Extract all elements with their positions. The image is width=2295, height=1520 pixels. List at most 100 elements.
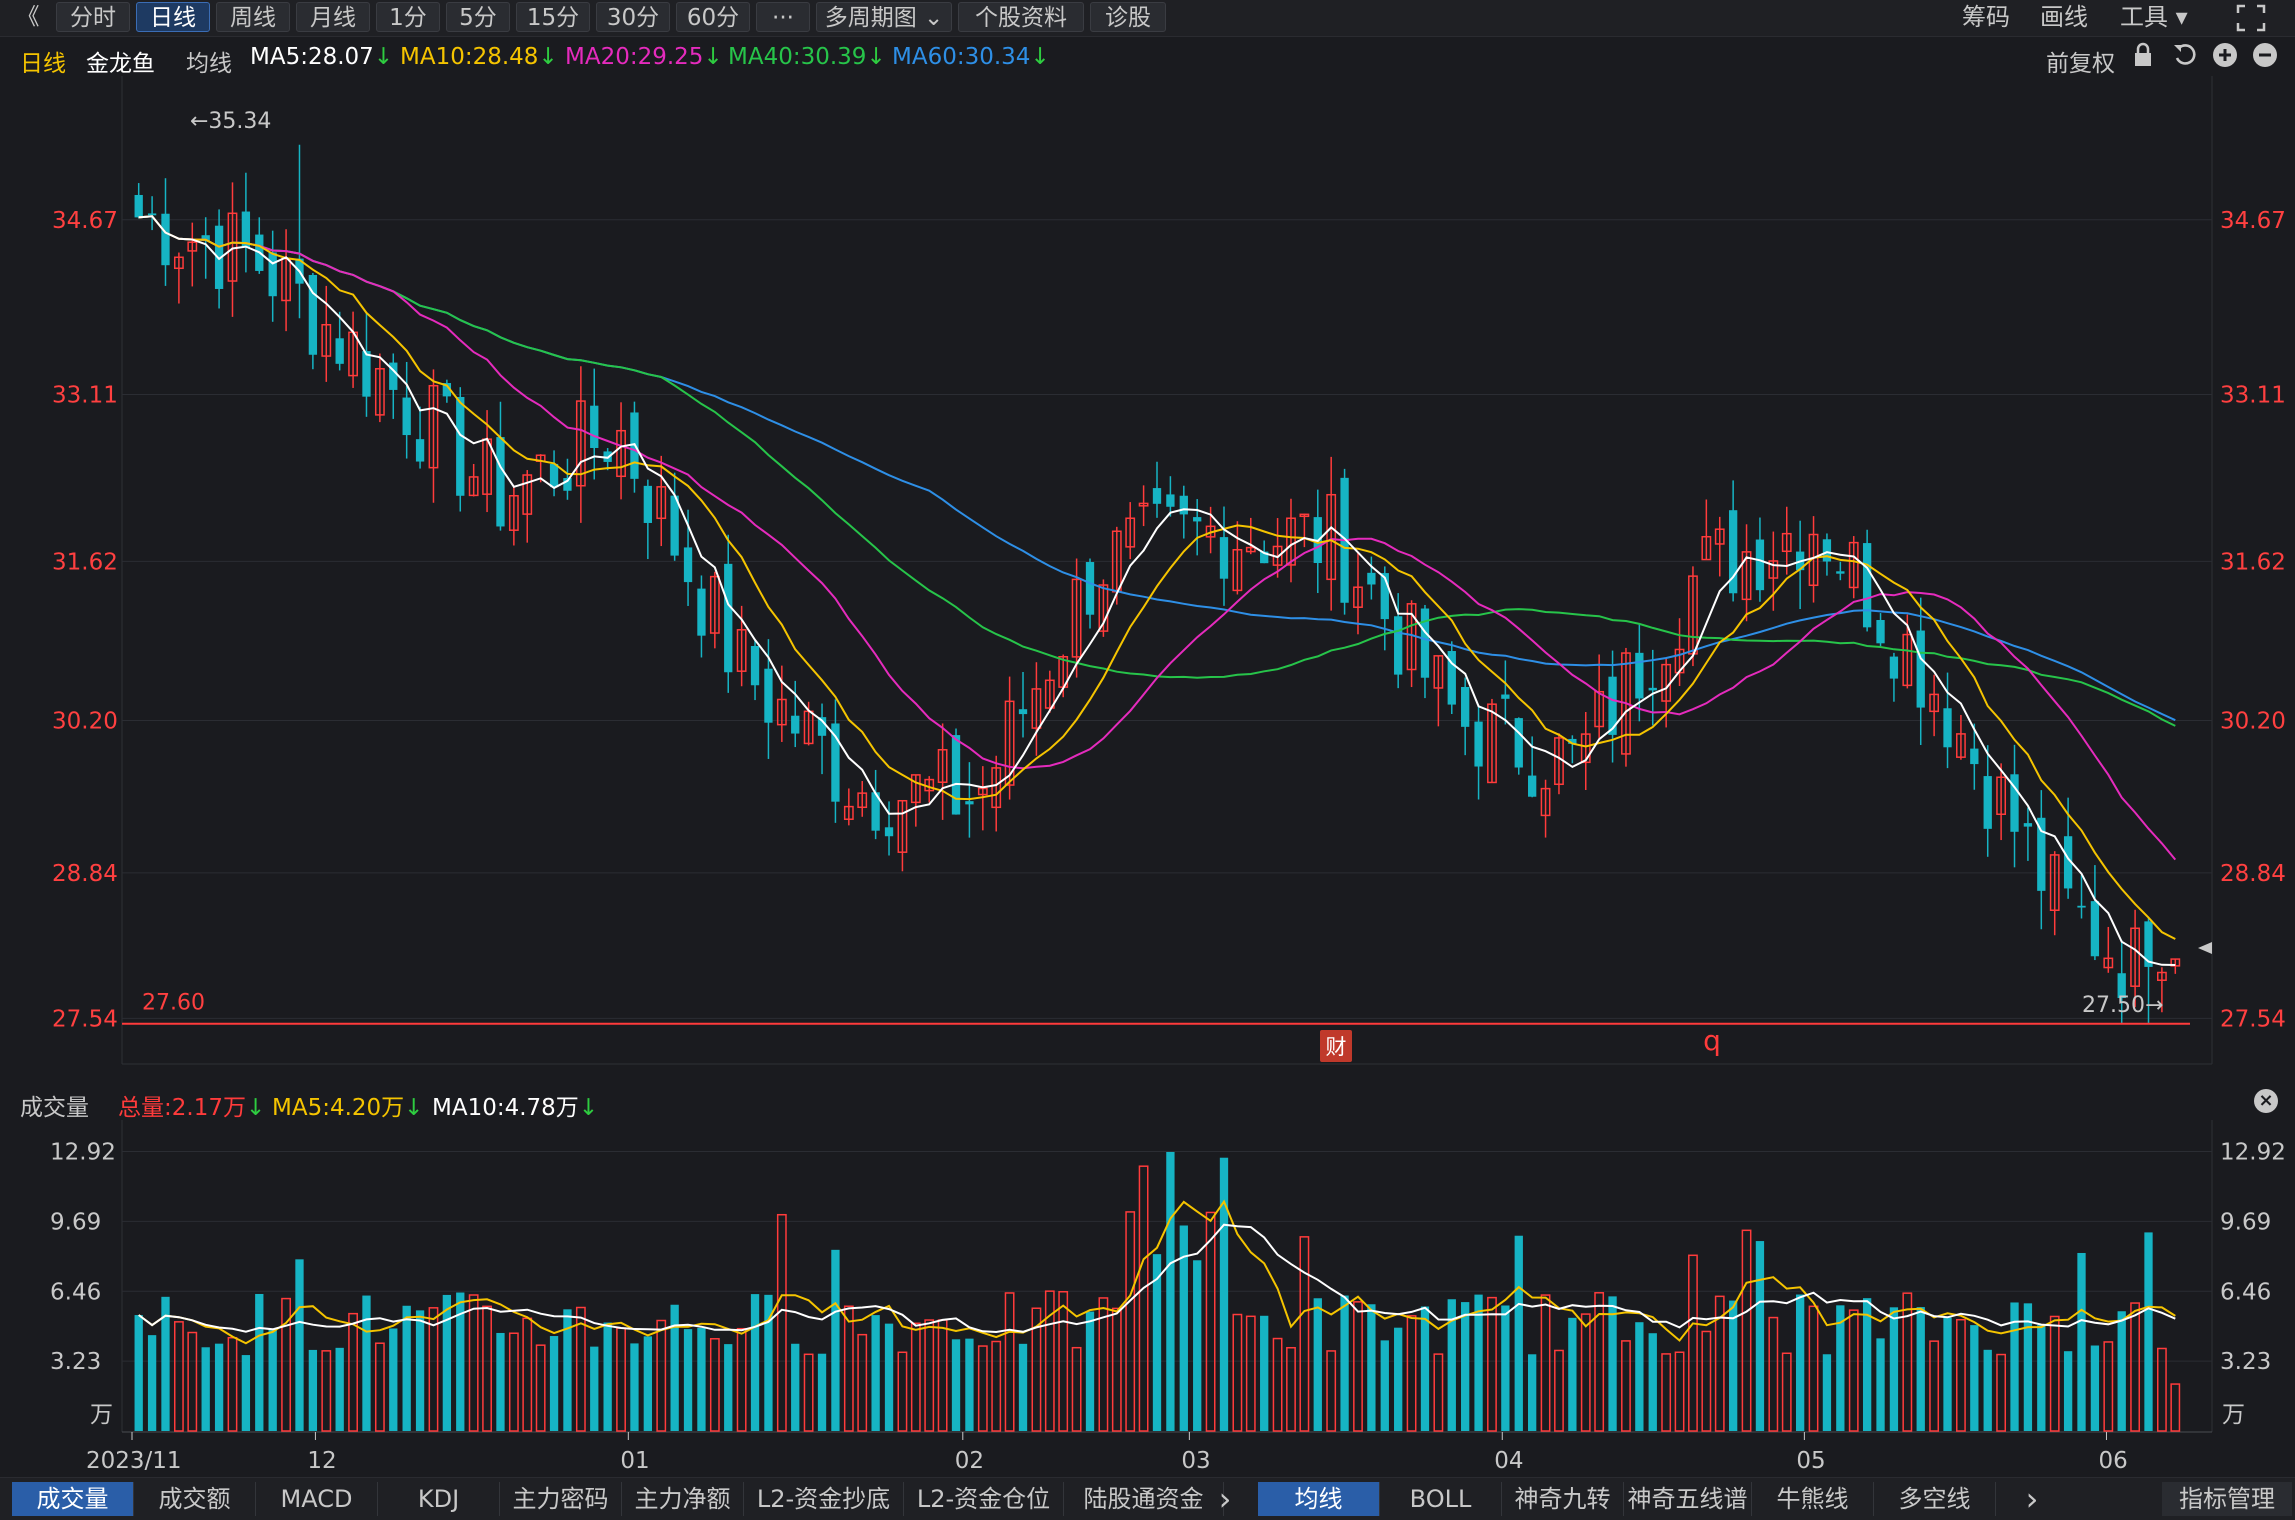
lock-icon[interactable] <box>2132 42 2154 74</box>
overlay-tab-4[interactable]: 牛熊线 <box>1752 1482 1874 1516</box>
volume-bar <box>1166 1151 1175 1431</box>
indicator-tab-1[interactable]: 成交额 <box>134 1482 256 1516</box>
indicator-tab-4[interactable]: 主力密码 <box>500 1482 622 1516</box>
indicator-tab-bar: 成交量 成交额 MACD KDJ 主力密码 主力净额 L2-资金抄底 L2-资金仓位 陆股通资金… <box>0 1477 2295 1520</box>
tab-4[interactable]: 1分 <box>376 2 440 32</box>
candle-body <box>575 400 586 487</box>
candle <box>575 366 586 523</box>
volume-bar <box>656 1319 667 1432</box>
volume-bar <box>2010 1302 2019 1431</box>
tab-12[interactable]: 诊股 <box>1090 2 1166 32</box>
volume-bar <box>803 1353 814 1432</box>
overlay-tab-2[interactable]: 神奇九转 <box>1502 1482 1624 1516</box>
chevron-right-icon[interactable]: › <box>2025 1480 2039 1518</box>
volume-bar <box>750 1294 760 1431</box>
ma-label[interactable]: 均线 <box>186 51 232 77</box>
candle-body <box>1098 584 1109 632</box>
tab-0[interactable]: 分时 <box>56 2 130 32</box>
tab-2[interactable]: 周线 <box>216 2 290 32</box>
restore-rights-button[interactable]: 前复权 <box>2046 51 2115 77</box>
chevron-left-icon[interactable]: 《 <box>16 4 40 30</box>
volume-bar <box>1260 1315 1269 1431</box>
overlay-tab-1[interactable]: BOLL <box>1380 1482 1502 1516</box>
tab-8[interactable]: 60分 <box>676 2 750 32</box>
candle-body <box>389 362 398 390</box>
candle-body <box>134 194 143 218</box>
volume-bar <box>389 1328 398 1431</box>
candle <box>456 387 465 512</box>
candle-body <box>2117 973 2126 999</box>
volume-bar <box>1394 1327 1403 1431</box>
volume-ma10-line <box>138 1223 2176 1334</box>
undo-icon[interactable] <box>2172 42 2198 74</box>
indicator-tab-7[interactable]: L2-资金仓位 <box>904 1482 1064 1516</box>
tab-5[interactable]: 5分 <box>446 2 510 32</box>
tab-11[interactable]: 个股资料 <box>958 2 1084 32</box>
ma40-line <box>138 215 2176 727</box>
toolbar-right-1[interactable]: 画线 <box>2040 3 2088 31</box>
down-arrow-icon: ↓ <box>866 44 886 70</box>
stock-name[interactable]: 金龙鱼 <box>86 51 155 77</box>
fullscreen-icon[interactable] <box>2236 4 2266 34</box>
candle-body <box>187 241 198 252</box>
ma5-value: MA5:28.07↓ <box>250 44 393 70</box>
candle-body <box>1260 551 1269 564</box>
tab-6[interactable]: 15分 <box>516 2 590 32</box>
ma10-line <box>138 215 2176 940</box>
volume-bar <box>1018 1343 1028 1431</box>
candle <box>937 723 948 820</box>
indicator-tab-2[interactable]: MACD <box>256 1482 378 1516</box>
candle <box>1461 677 1470 756</box>
candle-body <box>2037 817 2046 891</box>
toolbar-right-2[interactable]: 工具 ▾ <box>2120 3 2188 31</box>
overlay-tab-5[interactable]: 多空线 <box>1874 1482 1996 1516</box>
volume-bar <box>2049 1315 2060 1432</box>
volume-bar <box>1138 1165 1149 1432</box>
tab-1[interactable]: 日线 <box>136 2 210 32</box>
volume-bar <box>335 1347 344 1431</box>
candle <box>709 571 720 649</box>
indicator-manage-button[interactable]: 指标管理 <box>2162 1482 2292 1516</box>
candle <box>1447 641 1456 715</box>
candle-body <box>683 547 693 583</box>
volume-bar <box>1580 1313 1591 1432</box>
chart-canvas[interactable]: 34.67 34.67 33.11 33.11 31.62 31.62 30.20 30.20… <box>0 76 2295 1476</box>
candle-body <box>857 792 868 809</box>
indicator-tab-6[interactable]: L2-资金抄底 <box>744 1482 904 1516</box>
tab-7[interactable]: 30分 <box>596 2 670 32</box>
tab-3[interactable]: 月线 <box>296 2 370 32</box>
candle <box>2049 851 2060 936</box>
chevron-right-icon[interactable]: › <box>1218 1480 1232 1518</box>
candle-body <box>1728 510 1738 594</box>
indicator-tab-8[interactable]: 陆股通资金 <box>1064 1482 1224 1516</box>
volume-bar <box>362 1295 371 1431</box>
tab-9[interactable]: ··· <box>756 2 810 32</box>
candle-body <box>496 437 505 527</box>
zoom-in-icon[interactable] <box>2212 42 2238 74</box>
volume-bar <box>831 1249 840 1431</box>
overlay-tab-0[interactable]: 均线 <box>1258 1482 1380 1516</box>
volume-bar <box>1674 1351 1685 1432</box>
candle-body <box>791 715 800 734</box>
indicator-tab-3[interactable]: KDJ <box>378 1482 500 1516</box>
candle <box>1193 499 1202 556</box>
close-icon[interactable]: × <box>2254 1089 2278 1113</box>
volume-bar <box>1889 1307 1899 1431</box>
zoom-out-icon[interactable] <box>2252 42 2278 74</box>
volume-bar <box>1205 1211 1216 1432</box>
volume-bar <box>187 1331 198 1432</box>
candle <box>1125 502 1136 560</box>
tab-10[interactable]: 多周期图 ⌄ <box>816 2 952 32</box>
volume-bar <box>1635 1322 1644 1431</box>
toolbar-right-0[interactable]: 筹码 <box>1962 3 2010 31</box>
overlay-tab-3[interactable]: 神奇五线谱 <box>1624 1482 1752 1516</box>
candle <box>1353 551 1363 635</box>
indicator-tab-0[interactable]: 成交量 <box>12 1482 134 1516</box>
candle <box>884 801 894 856</box>
candle-body <box>456 396 465 496</box>
candle <box>241 172 251 273</box>
candle-body <box>522 474 533 515</box>
candle <box>1621 647 1631 767</box>
indicator-tab-5[interactable]: 主力净额 <box>622 1482 744 1516</box>
candle <box>2170 958 2181 974</box>
